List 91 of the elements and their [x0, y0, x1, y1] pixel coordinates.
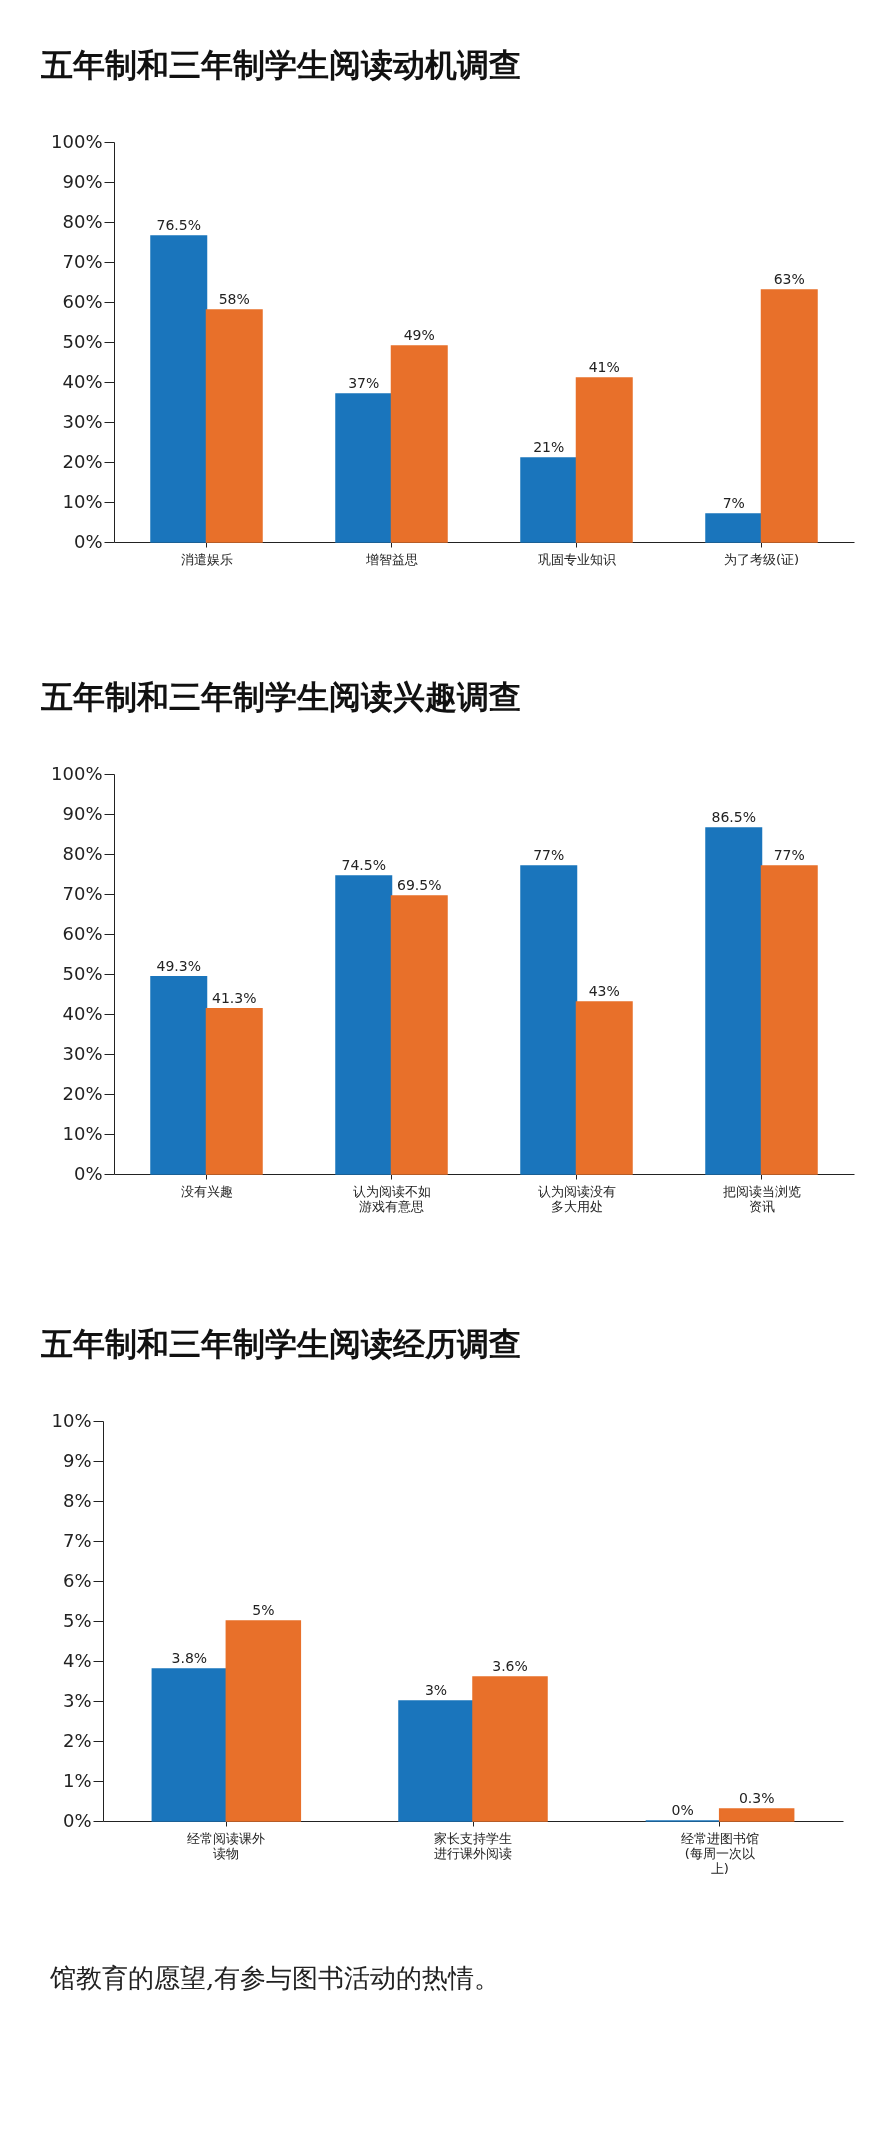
data-label: 58%: [218, 291, 250, 307]
bar: [705, 513, 763, 543]
chart-title: 五年制和三年制学生阅读经历调查: [39, 1325, 521, 1363]
y-tick-label: 30%: [62, 1042, 103, 1064]
data-label: 77%: [773, 847, 805, 863]
data-label: 3.6%: [492, 1658, 528, 1674]
bar: [472, 1676, 548, 1822]
bar: [575, 1001, 633, 1175]
data-label: 37%: [348, 375, 380, 391]
bar: [205, 309, 263, 543]
bar: [390, 895, 448, 1175]
x-tick-label: 没有兴趣: [180, 1183, 233, 1199]
bar: [225, 1620, 302, 1822]
y-tick-label: 5%: [62, 1609, 92, 1631]
bar: [335, 875, 393, 1175]
y-tick-label: 20%: [62, 450, 103, 472]
data-label: 86.5%: [711, 809, 756, 825]
y-tick-label: 6%: [62, 1569, 92, 1591]
y-tick-label: 60%: [62, 922, 103, 944]
chart-title: 五年制和三年制学生阅读兴趣调查: [39, 678, 521, 716]
bar: [575, 377, 633, 543]
x-tick-label: 经常进图书馆(每周一次以上): [680, 1830, 759, 1876]
data-label: 0%: [671, 1802, 694, 1818]
x-tick-label: 把阅读当浏览资讯: [722, 1183, 801, 1214]
y-tick-label: 100%: [51, 130, 103, 152]
x-tick-label: 认为阅读不如游戏有意思: [352, 1183, 431, 1214]
data-label: 76.5%: [156, 217, 201, 233]
x-tick-label: 消遣娱乐: [180, 551, 233, 567]
x-tick-label: 认为阅读没有多大用处: [537, 1183, 616, 1214]
bar: [520, 457, 578, 543]
y-tick-label: 7%: [62, 1529, 92, 1551]
data-label: 3.8%: [171, 1650, 208, 1666]
data-label: 21%: [533, 439, 565, 455]
bar: [205, 1008, 263, 1175]
data-label: 49%: [403, 327, 435, 343]
bar: [390, 345, 448, 543]
data-label: 69.5%: [397, 877, 442, 893]
bar: [718, 1808, 795, 1822]
y-tick-label: 2%: [62, 1729, 92, 1751]
chart-title: 五年制和三年制学生阅读动机调查: [39, 46, 521, 84]
data-label: 74.5%: [341, 857, 386, 873]
y-tick-label: 8%: [62, 1489, 92, 1511]
y-tick-label: 50%: [62, 330, 103, 352]
x-tick-label: 为了考级(证): [723, 551, 800, 567]
data-label: 49.3%: [156, 957, 201, 974]
bar: [150, 235, 208, 543]
y-tick-label: 1%: [62, 1769, 92, 1791]
data-label: 5%: [252, 1602, 275, 1618]
bar: [335, 393, 393, 543]
x-tick-label: 增智益思: [364, 551, 418, 567]
y-tick-label: 50%: [62, 962, 103, 984]
y-tick-label: 9%: [62, 1449, 92, 1471]
data-label: 0.3%: [738, 1790, 775, 1806]
y-tick-label: 10%: [51, 1409, 92, 1431]
x-tick-label: 经常阅读课外读物: [187, 1830, 266, 1861]
y-tick-label: 60%: [62, 290, 103, 312]
y-tick-label: 30%: [62, 410, 103, 432]
data-label: 41%: [588, 359, 620, 375]
data-label: 43%: [588, 983, 620, 999]
bar: [760, 289, 818, 543]
x-tick-label: 家长支持学生进行课外阅读: [434, 1830, 512, 1861]
bar: [150, 976, 208, 1175]
x-tick-label: 巩固专业知识: [537, 551, 616, 567]
data-label: 7%: [722, 495, 745, 511]
y-tick-label: 10%: [62, 1122, 103, 1144]
y-tick-label: 100%: [51, 762, 103, 784]
y-tick-label: 0%: [73, 530, 103, 552]
y-tick-label: 4%: [62, 1649, 92, 1671]
bar: [760, 865, 818, 1175]
bar: [398, 1700, 474, 1822]
y-tick-label: 80%: [62, 210, 103, 232]
text: 馆教育的愿望,有参与图书活动的热情。: [50, 1962, 502, 1995]
y-tick-label: 0%: [62, 1809, 92, 1831]
data-label: 3%: [424, 1682, 448, 1698]
y-tick-label: 0%: [73, 1162, 103, 1184]
data-label: 63%: [773, 271, 805, 287]
y-tick-label: 40%: [62, 1002, 103, 1024]
data-label: 77%: [533, 847, 565, 863]
y-tick-label: 90%: [62, 802, 103, 824]
y-tick-label: 20%: [62, 1082, 103, 1104]
y-tick-label: 3%: [62, 1689, 92, 1711]
y-tick-label: 90%: [62, 170, 103, 192]
y-tick-label: 40%: [62, 370, 103, 392]
y-tick-label: 70%: [62, 250, 103, 272]
y-tick-label: 10%: [62, 490, 103, 512]
y-tick-label: 80%: [62, 842, 103, 864]
bar: [151, 1668, 228, 1822]
bar: [705, 827, 763, 1175]
y-tick-label: 70%: [62, 882, 103, 904]
data-label: 41.3%: [212, 989, 257, 1006]
bar: [520, 865, 578, 1175]
